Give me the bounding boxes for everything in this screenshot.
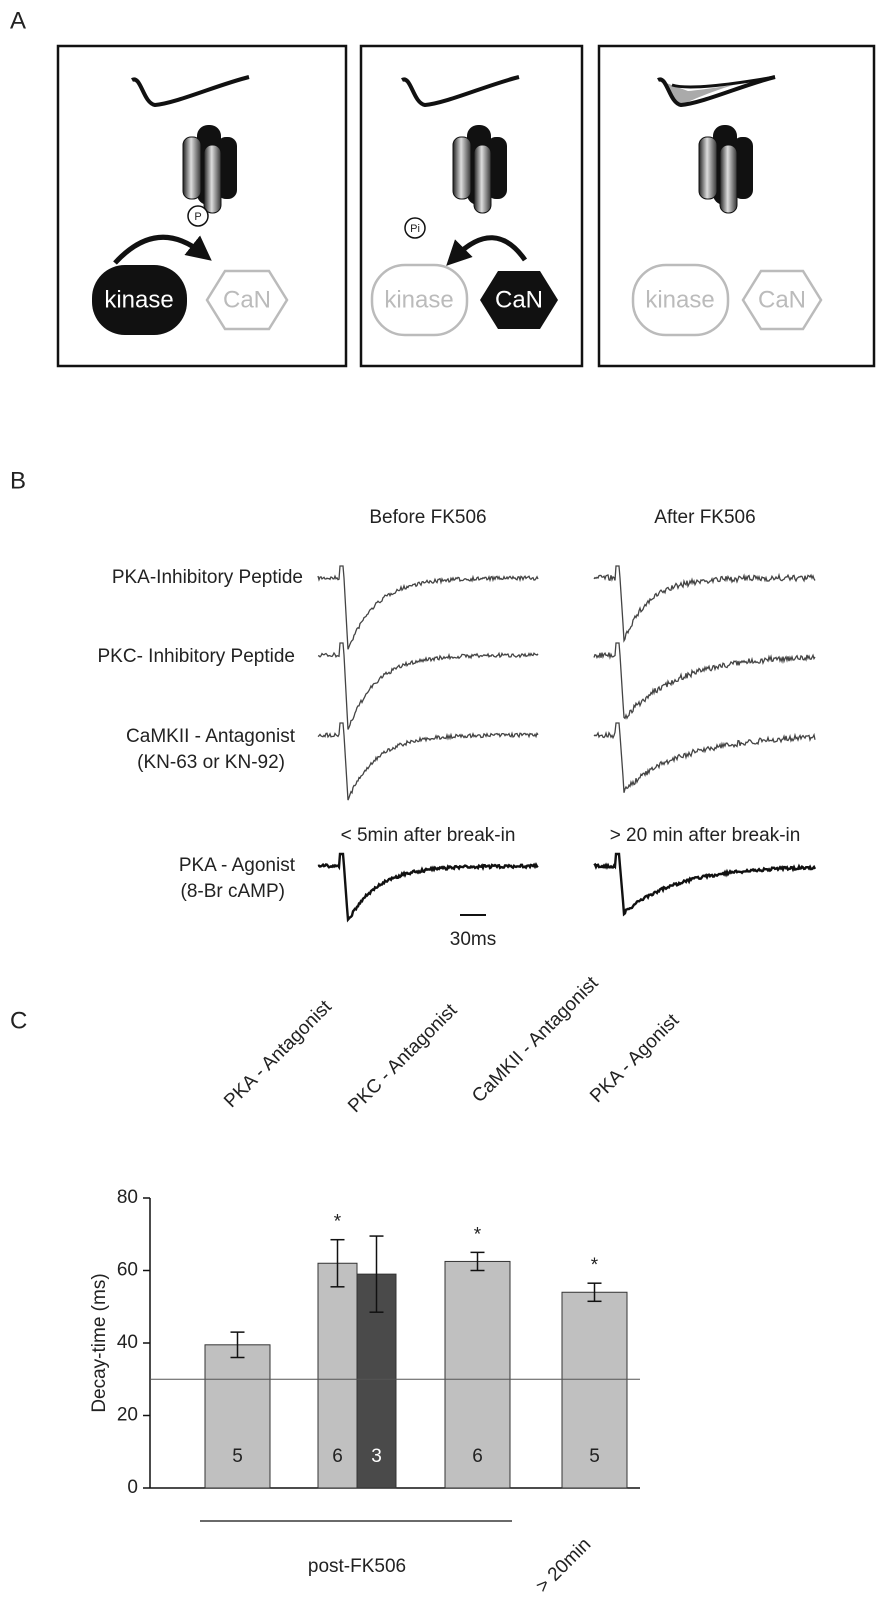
can-shape bbox=[741, 269, 823, 331]
row-label: PKC- Inhibitory Peptide bbox=[98, 646, 296, 667]
kinase-shape bbox=[92, 265, 187, 335]
count-label: 6 bbox=[472, 1446, 483, 1467]
bar bbox=[444, 1260, 511, 1489]
box-frame bbox=[359, 44, 584, 368]
y-axis-label: Decay-time (ms) bbox=[89, 1273, 110, 1412]
row-label: CaMKII - Antagonist bbox=[126, 726, 296, 747]
footer-label: post-FK506 bbox=[308, 1556, 406, 1577]
channel-icon bbox=[182, 125, 237, 214]
row-label: (8-Br cAMP) bbox=[181, 881, 286, 902]
box-frame bbox=[56, 44, 348, 368]
kinase-shape bbox=[631, 263, 730, 337]
can-label: CaN bbox=[495, 286, 543, 313]
mechanism-box: kinase CaN bbox=[597, 44, 876, 368]
trace bbox=[593, 852, 817, 917]
count-label: 5 bbox=[232, 1446, 243, 1467]
phosphate-label: P bbox=[194, 211, 201, 223]
count-label: 6 bbox=[332, 1446, 343, 1467]
trace bbox=[317, 852, 539, 923]
row-label: PKA - Agonist bbox=[179, 855, 296, 876]
category-label: CaMKII - Antagonist bbox=[468, 972, 603, 1107]
column-header: Before FK506 bbox=[369, 507, 486, 528]
trace bbox=[317, 722, 539, 801]
trace bbox=[317, 642, 539, 730]
trace bbox=[593, 642, 816, 720]
mechanism-box: Pi kinase CaN bbox=[359, 44, 584, 368]
panel-letter: C bbox=[10, 1007, 27, 1034]
column-header: After FK506 bbox=[654, 507, 755, 528]
count-label: 3 bbox=[371, 1446, 382, 1467]
trace bbox=[593, 722, 816, 793]
can-label: CaN bbox=[223, 286, 271, 313]
footer-label: > 20min bbox=[532, 1534, 595, 1597]
can-label: CaN bbox=[758, 286, 806, 313]
bar bbox=[204, 1344, 271, 1489]
significance-label: * bbox=[474, 1224, 482, 1245]
traces bbox=[317, 565, 817, 923]
trace bbox=[317, 565, 539, 650]
current-shading bbox=[658, 77, 770, 105]
scale-bar-label: 30ms bbox=[450, 929, 496, 950]
kinase-shape bbox=[370, 263, 469, 337]
row-labels: PKA-Inhibitory Peptide PKC- Inhibitory Pe… bbox=[98, 567, 304, 902]
current-icon bbox=[671, 75, 776, 89]
phosphate-icon bbox=[187, 205, 209, 227]
can-shape bbox=[205, 269, 289, 331]
panel-letter: A bbox=[10, 7, 26, 34]
row-label: (KN-63 or KN-92) bbox=[137, 752, 285, 773]
channel-icon bbox=[698, 125, 753, 214]
y-tick-label: 80 bbox=[117, 1187, 138, 1208]
channel-icon bbox=[452, 125, 507, 214]
trace bbox=[593, 565, 816, 643]
kinase-label: kinase bbox=[645, 286, 714, 313]
phosphate-label: Pi bbox=[410, 223, 420, 235]
column-header: > 20 min after break-in bbox=[610, 825, 801, 846]
category-label: PKC - Antagonist bbox=[344, 999, 462, 1117]
kinase-label: kinase bbox=[384, 286, 453, 313]
category-label: PKA - Antagonist bbox=[220, 996, 336, 1112]
significance-label: * bbox=[334, 1212, 342, 1233]
row-label: PKA-Inhibitory Peptide bbox=[112, 567, 303, 588]
y-tick-label: 20 bbox=[117, 1405, 138, 1426]
y-tick-label: 60 bbox=[117, 1260, 138, 1281]
arrow bbox=[446, 235, 528, 266]
column-header: < 5min after break-in bbox=[341, 825, 516, 846]
category-label: PKA - Agonist bbox=[586, 1010, 684, 1108]
phosphate-icon bbox=[404, 217, 426, 239]
mechanism-box: P kinase CaN bbox=[56, 44, 348, 368]
can-shape bbox=[480, 271, 558, 329]
significance-label: * bbox=[591, 1255, 599, 1276]
box-frame bbox=[597, 44, 876, 368]
kinase-label: kinase bbox=[104, 286, 173, 313]
bar-chart: C Decay-time (ms) 0 20 40 60 80 PKA - Antagonis… bbox=[10, 972, 684, 1597]
panel-letter: B bbox=[10, 467, 26, 494]
current-icon bbox=[657, 75, 776, 108]
y-tick-label: 0 bbox=[127, 1477, 138, 1498]
bar bbox=[561, 1291, 628, 1489]
current-icon bbox=[401, 75, 520, 108]
current-icon bbox=[131, 75, 250, 108]
arrow bbox=[113, 234, 212, 265]
count-label: 5 bbox=[589, 1446, 600, 1467]
y-tick-label: 40 bbox=[117, 1332, 138, 1353]
